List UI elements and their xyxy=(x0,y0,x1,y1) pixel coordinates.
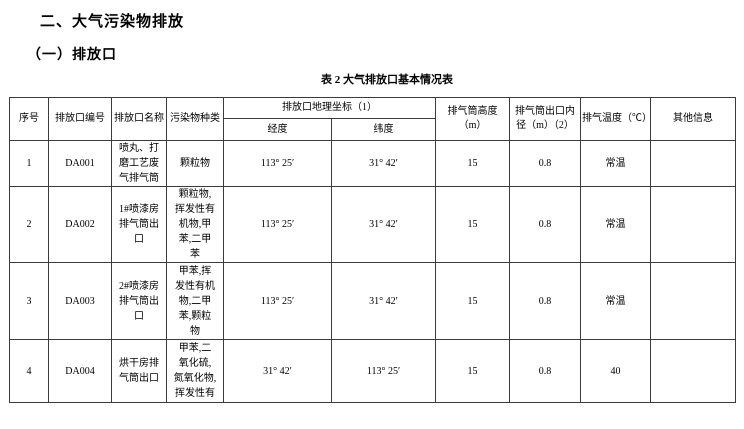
cell-longitude: 113° 25′ xyxy=(223,186,332,263)
col-header-longitude: 经度 xyxy=(223,118,332,141)
air-emission-outlets-table: 序号 排放口编号 排放口名称 污染物种类 排放口地理坐标（1） 排气筒高度 （m… xyxy=(9,97,736,403)
cell-longitude: 113° 25′ xyxy=(223,140,332,187)
table-row: 1 DA001 喷丸、打 磨工艺废 气排气筒 颗粒物 113° 25′ 31° … xyxy=(9,140,736,187)
table-row: 4 DA004 烘干房排 气筒出口 甲苯,二 氧化硫, 氮氧化物, 挥发性有 3… xyxy=(9,339,736,403)
cell-stack-diameter: 0.8 xyxy=(509,339,581,403)
cell-latitude: 31° 42′ xyxy=(331,262,436,340)
cell-stack-height: 15 xyxy=(435,262,510,340)
cell-stack-diameter: 0.8 xyxy=(509,262,581,340)
col-header-seq: 序号 xyxy=(9,97,49,141)
cell-outlet-name: 喷丸、打 磨工艺废 气排气筒 xyxy=(111,140,167,187)
cell-other-info xyxy=(650,140,736,187)
cell-stack-height: 15 xyxy=(435,339,510,403)
cell-exhaust-temp: 常温 xyxy=(580,140,651,187)
cell-longitude: 31° 42′ xyxy=(223,339,332,403)
cell-outlet-id: DA003 xyxy=(48,262,112,340)
cell-latitude: 31° 42′ xyxy=(331,186,436,263)
cell-exhaust-temp: 常温 xyxy=(580,186,651,263)
col-header-outlet-name: 排放口名称 xyxy=(111,97,167,141)
cell-stack-height: 15 xyxy=(435,186,510,263)
cell-other-info xyxy=(650,262,736,340)
cell-pollutants: 颗粒物 xyxy=(166,140,224,187)
cell-seq: 2 xyxy=(9,186,49,263)
table-caption: 表 2 大气排放口基本情况表 xyxy=(321,74,453,86)
cell-latitude: 113° 25′ xyxy=(331,339,436,403)
cell-pollutants: 颗粒物, 挥发性有 机物,甲 苯,二甲 苯 xyxy=(166,186,224,263)
cell-outlet-name: 1#喷漆房 排气筒出 口 xyxy=(111,186,167,263)
col-header-pollutant-type: 污染物种类 xyxy=(166,97,224,141)
cell-stack-diameter: 0.8 xyxy=(509,140,581,187)
col-header-exhaust-temp: 排气温度（℃） xyxy=(580,97,651,141)
col-header-outlet-id: 排放口编号 xyxy=(48,97,112,141)
cell-outlet-id: DA004 xyxy=(48,339,112,403)
cell-outlet-name: 烘干房排 气筒出口 xyxy=(111,339,167,403)
subsection-heading: （一）排放口 xyxy=(27,48,117,63)
col-header-geo-coords: 排放口地理坐标（1） xyxy=(223,97,436,119)
cell-pollutants: 甲苯,二 氧化硫, 氮氧化物, 挥发性有 xyxy=(166,339,224,403)
cell-stack-height: 15 xyxy=(435,140,510,187)
cell-outlet-name: 2#喷漆房 排气筒出 口 xyxy=(111,262,167,340)
cell-other-info xyxy=(650,339,736,403)
cell-pollutants: 甲苯,挥 发性有机 物,二甲 苯,颗粒 物 xyxy=(166,262,224,340)
col-header-stack-diameter: 排气筒出口内 径（m）（2） xyxy=(509,97,581,141)
section-heading: 二、大气污染物排放 xyxy=(40,14,185,30)
cell-exhaust-temp: 常温 xyxy=(580,262,651,340)
cell-seq: 3 xyxy=(9,262,49,340)
cell-longitude: 113° 25′ xyxy=(223,262,332,340)
col-header-stack-height: 排气筒高度 （m） xyxy=(435,97,510,141)
cell-outlet-id: DA002 xyxy=(48,186,112,263)
table-row: 3 DA003 2#喷漆房 排气筒出 口 甲苯,挥 发性有机 物,二甲 苯,颗粒… xyxy=(9,262,736,340)
col-header-other-info: 其他信息 xyxy=(650,97,736,141)
cell-seq: 4 xyxy=(9,339,49,403)
cell-latitude: 31° 42′ xyxy=(331,140,436,187)
cell-other-info xyxy=(650,186,736,263)
cell-stack-diameter: 0.8 xyxy=(509,186,581,263)
table-row: 2 DA002 1#喷漆房 排气筒出 口 颗粒物, 挥发性有 机物,甲 苯,二甲… xyxy=(9,186,736,263)
cell-outlet-id: DA001 xyxy=(48,140,112,187)
cell-seq: 1 xyxy=(9,140,49,187)
col-header-latitude: 纬度 xyxy=(331,118,436,141)
cell-exhaust-temp: 40 xyxy=(580,339,651,403)
